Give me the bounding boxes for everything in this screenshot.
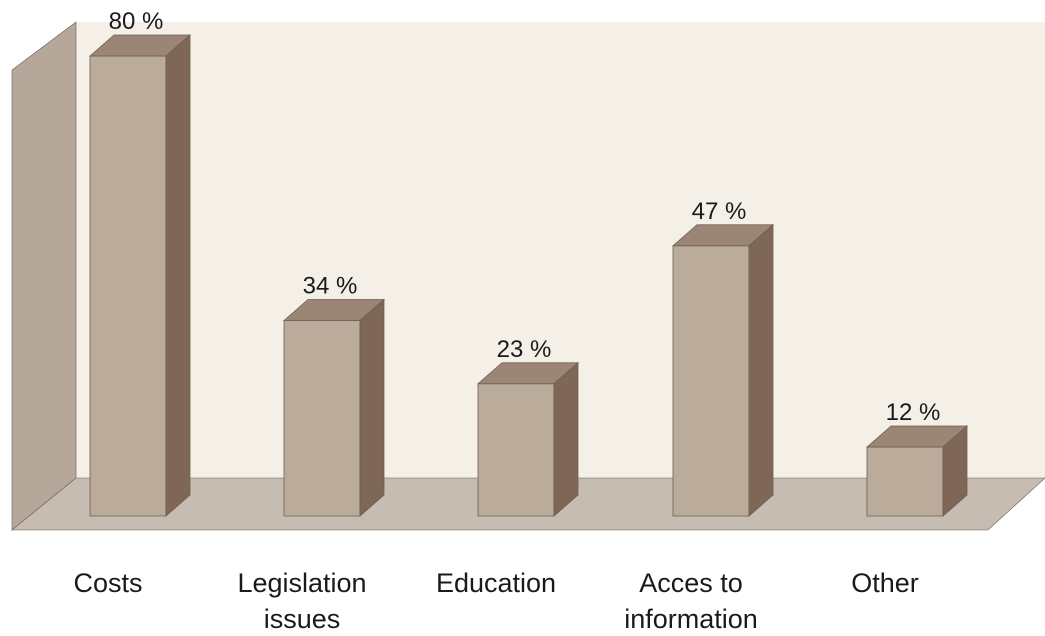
category-label-line: Acces to [639, 568, 743, 598]
category-label-line: Other [851, 568, 919, 598]
bar-2 [476, 361, 580, 517]
category-label: Legislation issues [237, 568, 366, 634]
bar-front [283, 320, 361, 517]
bar-3 [671, 223, 775, 517]
category-label-line: information [624, 604, 758, 634]
value-label: 47 % [692, 198, 747, 225]
bar-side [359, 298, 385, 517]
category-label: Other [851, 568, 919, 598]
bar-side [942, 425, 968, 517]
value-label: 23 % [497, 336, 552, 363]
bar-1 [282, 298, 386, 517]
bar-front [477, 383, 555, 517]
bar-side [553, 361, 579, 517]
category-label-line: Costs [73, 568, 142, 598]
category-label-line: Legislation [237, 568, 366, 598]
value-label: 34 % [303, 273, 358, 300]
bar-side [165, 34, 191, 517]
bar-0 [88, 34, 192, 517]
category-label: Costs [73, 568, 142, 598]
bar-front [672, 245, 750, 517]
bar-side [748, 223, 774, 517]
value-label: 80 % [109, 8, 164, 35]
value-label: 12 % [886, 399, 941, 426]
side-wall [11, 21, 77, 531]
category-label-line: issues [264, 604, 341, 634]
bar-front [866, 446, 944, 517]
category-label: Education [436, 568, 556, 598]
category-label: Acces to information [624, 568, 758, 634]
category-label-line: Education [436, 568, 556, 598]
bar-front [89, 55, 167, 517]
bar-4 [865, 425, 969, 517]
